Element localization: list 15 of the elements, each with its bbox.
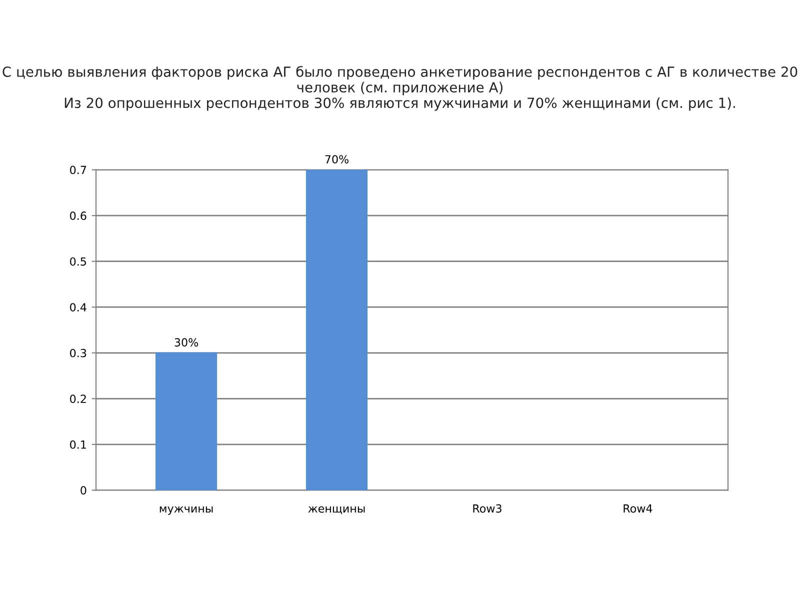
x-tick-label: Row3 — [473, 504, 502, 513]
x-tick-label: женщины — [308, 506, 365, 514]
y-tick-label: 0.5 — [70, 257, 86, 266]
x-tick-label: мужчины — [160, 506, 213, 515]
y-tick-label: 0.2 — [70, 394, 86, 404]
y-tick-label: 0.4 — [70, 303, 86, 312]
chart-title: С целью выявления факторов риска АГ было проведено анкетирование респондентов с АГ в количестве 20 человек (см. приложение А) Из 20 опрошенных респондентов 30% являются мужчинами и 70% женщинами (см. рис 1). — [2, 66, 798, 111]
y-tick-label: 0.3 — [70, 348, 86, 358]
y-tick-label: 0.6 — [70, 212, 86, 220]
text: 70% — [325, 155, 348, 164]
y-tick-label: 0.7 — [70, 166, 86, 174]
x-tick-label: Row4 — [624, 504, 652, 513]
text: 30% — [174, 338, 198, 347]
y-tick-label: 0 — [80, 486, 86, 495]
y-tick-label: 0.1 — [70, 440, 86, 449]
